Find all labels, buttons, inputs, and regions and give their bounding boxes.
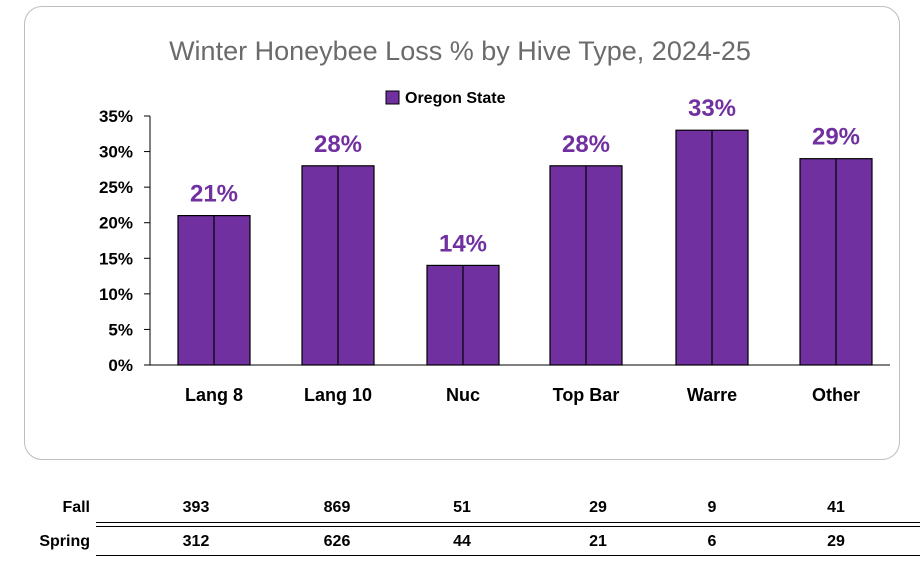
table-cell: 41	[827, 499, 845, 516]
table-cell: 626	[323, 533, 351, 550]
bar-chart: Winter Honeybee Loss % by Hive Type, 202…	[99, 36, 890, 405]
y-tick-label: 30%	[99, 143, 133, 162]
table-row-spring: Spring 312 626 44 21 6 29	[0, 530, 920, 554]
legend-label: Oregon State	[405, 90, 506, 107]
table-cell: 29	[589, 499, 607, 516]
y-tick-label: 0%	[108, 356, 133, 375]
table-cell: 312	[182, 533, 210, 550]
chart-title: Winter Honeybee Loss % by Hive Type, 202…	[169, 36, 751, 66]
data-label: 33%	[688, 95, 736, 122]
data-label: 14%	[439, 230, 487, 257]
table-double-rule	[96, 522, 920, 527]
legend-swatch	[385, 90, 400, 105]
y-tick-label: 15%	[99, 249, 133, 268]
data-label: 28%	[562, 131, 610, 158]
table-row-fall: Fall 393 869 51 29 9 41	[0, 496, 920, 520]
table-cell: 21	[589, 533, 607, 550]
data-label: 28%	[314, 131, 362, 158]
y-tick-label: 35%	[99, 107, 133, 126]
y-tick-label: 10%	[99, 285, 133, 304]
y-tick-label: 5%	[108, 320, 133, 339]
chart-frame	[24, 6, 900, 460]
table-cell: 869	[323, 499, 351, 516]
table-cell: 51	[453, 499, 471, 516]
x-tick-label: Lang 10	[304, 385, 372, 405]
x-tick-label: Nuc	[446, 385, 480, 405]
y-tick-label: 25%	[99, 178, 133, 197]
table-cell: 6	[707, 533, 717, 550]
y-tick-label: 20%	[99, 214, 133, 233]
row-label: Fall	[62, 499, 90, 516]
table-cell: 29	[827, 533, 845, 550]
table-cell: 9	[707, 499, 717, 516]
table-bottom-rule	[96, 555, 920, 556]
table-cell: 393	[182, 499, 210, 516]
row-label: Spring	[39, 533, 90, 550]
x-tick-label: Warre	[687, 385, 737, 405]
x-tick-label: Lang 8	[185, 385, 243, 405]
x-tick-label: Other	[812, 385, 860, 405]
table-cell: 44	[453, 533, 471, 550]
data-label: 29%	[812, 124, 860, 151]
x-tick-label: Top Bar	[553, 385, 620, 405]
data-label: 21%	[190, 181, 238, 208]
